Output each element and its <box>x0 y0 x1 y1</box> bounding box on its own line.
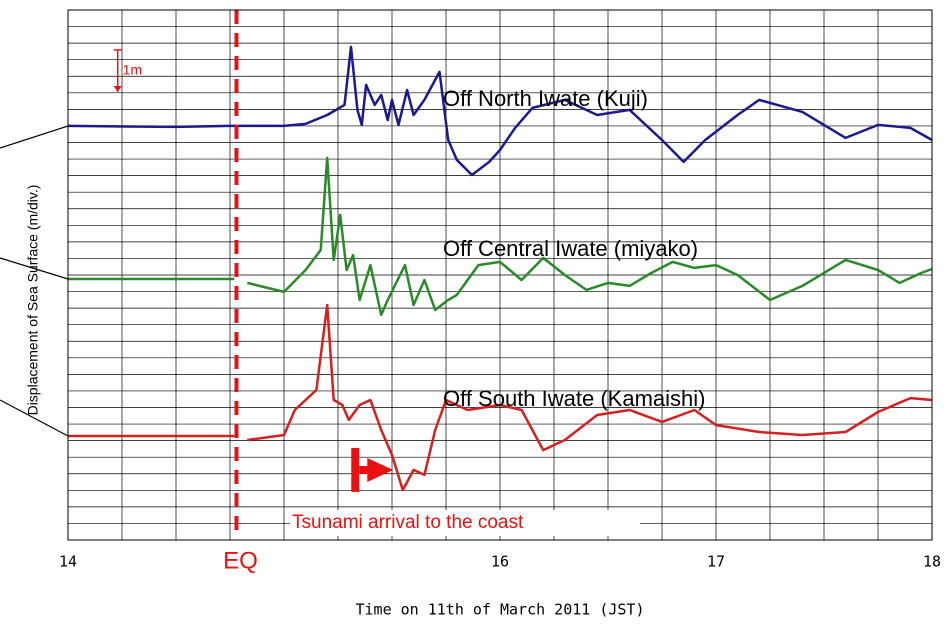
series-label: Off Central Iwate (miyako) <box>443 236 698 261</box>
arrival-arrow <box>359 457 394 482</box>
series-line <box>68 156 933 317</box>
arrival-bar <box>351 447 360 492</box>
leader-line <box>0 399 69 437</box>
x-tick-label: 17 <box>707 553 725 571</box>
eq-label-bg <box>214 540 269 582</box>
series-label: Off North Iwate (Kuji) <box>443 86 648 111</box>
x-tick-label: 18 <box>923 553 941 571</box>
plot-frame <box>67 9 933 541</box>
y-axis-label: Displacement of Sea Surface (m/div.) <box>25 185 41 416</box>
series-label: Off South Iwate (Kamaishi) <box>443 386 706 411</box>
scale-arrow <box>113 85 122 92</box>
scale-label: 1m <box>123 62 142 78</box>
leader-line <box>0 125 69 149</box>
x-tick-label: 14 <box>59 553 77 571</box>
leader-line <box>0 257 69 280</box>
eq-label: EQ <box>223 547 258 574</box>
x-tick-label: 16 <box>491 553 509 571</box>
arrival-label-bg <box>290 510 640 536</box>
series-line <box>67 45 933 177</box>
series-line <box>68 303 933 492</box>
x-axis-label: Time on 11th of March 2011 (JST) <box>356 601 645 619</box>
arrival-label: Tsunami arrival to the coast <box>292 512 524 533</box>
